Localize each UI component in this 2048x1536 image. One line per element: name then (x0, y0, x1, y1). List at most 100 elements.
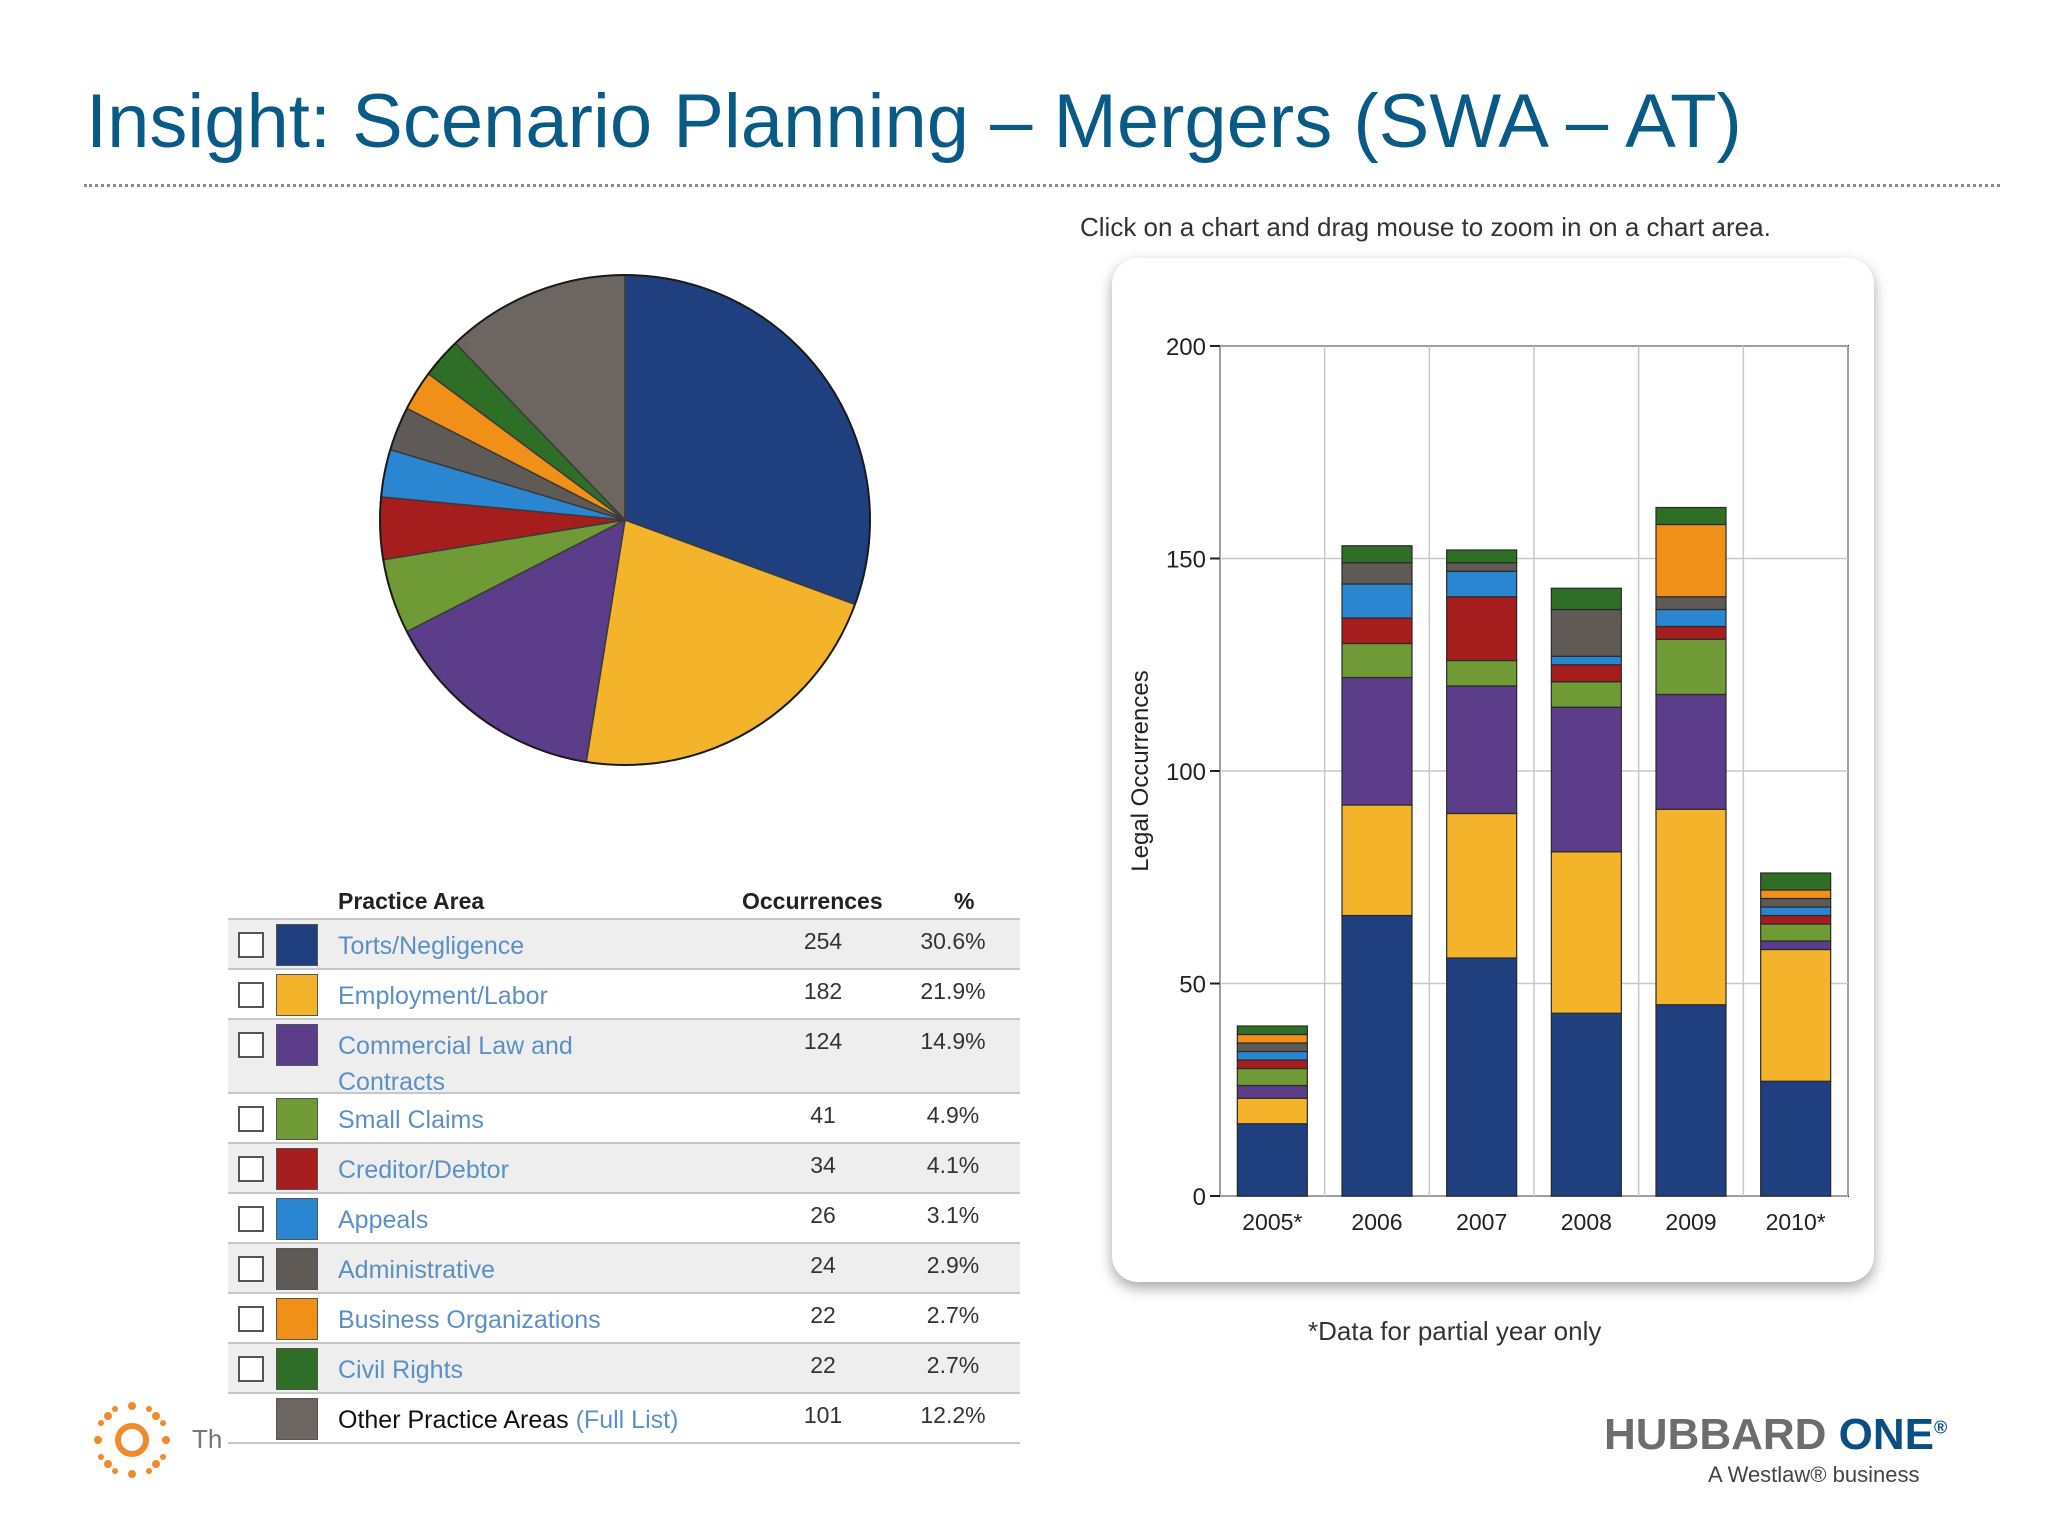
color-swatch (276, 1348, 318, 1390)
bar-segment-creditor[interactable] (1655, 625, 1727, 640)
row-checkbox[interactable] (238, 982, 264, 1008)
practice-area-link[interactable]: Administrative (338, 1256, 495, 1284)
row-checkbox[interactable] (238, 1256, 264, 1282)
header-occurrences: Occurrences (742, 888, 883, 914)
bar-segment-civil[interactable] (1341, 545, 1413, 564)
bar-segment-employment[interactable] (1446, 812, 1518, 959)
bar-segment-civil[interactable] (1760, 872, 1832, 891)
x-tick-label: 2005* (1242, 1209, 1302, 1235)
color-swatch (276, 924, 318, 966)
bar-segment-administrative[interactable] (1655, 596, 1727, 611)
bar-segment-appeals[interactable] (1550, 655, 1622, 666)
practice-area-link[interactable]: Business Organizations (338, 1306, 601, 1334)
y-axis-title: Legal Occurrences (1127, 670, 1154, 871)
practice-area-link[interactable]: Appeals (338, 1206, 429, 1234)
bar-segment-employment[interactable] (1236, 1097, 1308, 1125)
partial-year-footnote: *Data for partial year only (1308, 1316, 1602, 1346)
practice-area-link[interactable]: Torts/Negligence (338, 932, 525, 960)
bar-segment-small-claims[interactable] (1446, 659, 1518, 687)
row-checkbox[interactable] (238, 1306, 264, 1332)
bar-segment-creditor[interactable] (1446, 596, 1518, 662)
bar-segment-creditor[interactable] (1760, 914, 1832, 925)
practice-area-link[interactable]: Employment/Labor (338, 982, 548, 1010)
percent-value: 12.2% (920, 1402, 986, 1428)
color-swatch (276, 1148, 318, 1190)
bar-segment-small-claims[interactable] (1236, 1067, 1308, 1087)
company-logo-icon (94, 1402, 170, 1478)
bar-segment-appeals[interactable] (1341, 583, 1413, 619)
bar-segment-commercial[interactable] (1446, 685, 1518, 815)
bar-segment-business[interactable] (1655, 523, 1727, 598)
row-checkbox[interactable] (238, 1156, 264, 1182)
practice-area-link[interactable]: Commercial Law and Contracts (338, 1032, 573, 1096)
bar-segment-creditor[interactable] (1236, 1059, 1308, 1070)
bar-segment-business[interactable] (1760, 889, 1832, 900)
bar-segment-creditor[interactable] (1341, 617, 1413, 645)
bar-segment-small-claims[interactable] (1760, 923, 1832, 942)
bar-segment-civil[interactable] (1236, 1025, 1308, 1036)
row-checkbox[interactable] (238, 1106, 264, 1132)
row-checkbox[interactable] (238, 1356, 264, 1382)
row-checkbox[interactable] (238, 932, 264, 958)
percent-value: 2.7% (926, 1302, 980, 1328)
bar-segment-employment[interactable] (1655, 808, 1727, 1006)
row-checkbox[interactable] (238, 1206, 264, 1232)
bar-segment-commercial[interactable] (1655, 693, 1727, 810)
bar-segment-small-claims[interactable] (1341, 642, 1413, 679)
bar-segment-employment[interactable] (1760, 948, 1832, 1082)
bar-segment-torts[interactable] (1760, 1080, 1832, 1197)
full-list-link[interactable]: (Full List) (575, 1406, 679, 1434)
bar-segment-torts[interactable] (1550, 1012, 1622, 1197)
practice-area-link[interactable]: Creditor/Debtor (338, 1156, 509, 1184)
bar-segment-small-claims[interactable] (1655, 638, 1727, 696)
percent-value: 14.9% (920, 1028, 986, 1054)
table-row: Employment/Labor 182 21.9% (228, 968, 1020, 1018)
bar-segment-administrative[interactable] (1550, 608, 1622, 657)
bar-segment-employment[interactable] (1341, 804, 1413, 917)
percent-value: 4.1% (926, 1152, 980, 1178)
bar-segment-administrative[interactable] (1341, 562, 1413, 585)
other-label: Other Practice Areas (338, 1406, 569, 1434)
x-tick-label: 2010* (1766, 1209, 1826, 1235)
bar-segment-administrative[interactable] (1760, 897, 1832, 908)
percent-value: 3.1% (926, 1202, 980, 1228)
zoom-hint: Click on a chart and drag mouse to zoom … (1080, 212, 1771, 242)
x-tick-label: 2006 (1351, 1209, 1402, 1235)
bar-segment-civil[interactable] (1550, 587, 1622, 611)
other-practice-areas: Other Practice Areas (Full List) (338, 1402, 778, 1438)
bar-segment-small-claims[interactable] (1550, 681, 1622, 708)
bar-segment-commercial[interactable] (1236, 1084, 1308, 1099)
bar-segment-appeals[interactable] (1655, 608, 1727, 628)
bar-segment-civil[interactable] (1446, 549, 1518, 564)
practice-area-link[interactable]: Small Claims (338, 1106, 484, 1134)
brand-tagline: A Westlaw® business (1708, 1462, 1920, 1487)
bar-segment-torts[interactable] (1446, 957, 1518, 1197)
bar-segment-appeals[interactable] (1446, 570, 1518, 598)
bar-segment-administrative[interactable] (1446, 562, 1518, 572)
stacked-bar-chart[interactable]: 0 50 100 150 200 2005* 2006 2007 2008 2009 2010* Le… (1060, 258, 1900, 1282)
bar-segment-appeals[interactable] (1760, 906, 1832, 917)
bar-segment-torts[interactable] (1341, 914, 1413, 1197)
bar-segment-appeals[interactable] (1236, 1050, 1308, 1061)
bar-segment-business[interactable] (1236, 1033, 1308, 1044)
bar-segment-commercial[interactable] (1760, 940, 1832, 951)
pie-outline (379, 274, 871, 766)
row-checkbox[interactable] (238, 1032, 264, 1058)
bar-segment-commercial[interactable] (1341, 676, 1413, 806)
bar-segment-commercial[interactable] (1550, 706, 1622, 853)
percent-value: 2.9% (926, 1252, 980, 1278)
color-swatch (276, 974, 318, 1016)
practice-area-link[interactable]: Civil Rights (338, 1356, 464, 1384)
bar-segment-administrative[interactable] (1236, 1042, 1308, 1053)
bar-segment-employment[interactable] (1550, 851, 1622, 1014)
bar-segment-creditor[interactable] (1550, 664, 1622, 683)
y-tick-label: 200 (1166, 334, 1206, 361)
bar-segment-civil[interactable] (1655, 506, 1727, 526)
color-swatch (276, 1098, 318, 1140)
brand-part1: HUBBARD (1604, 1410, 1839, 1459)
bar-segment-torts[interactable] (1655, 1004, 1727, 1197)
percent-value: 4.9% (926, 1102, 980, 1128)
bar-segment-torts[interactable] (1236, 1123, 1308, 1197)
pie-chart[interactable] (370, 265, 890, 785)
y-tick-label: 0 (1193, 1184, 1206, 1211)
